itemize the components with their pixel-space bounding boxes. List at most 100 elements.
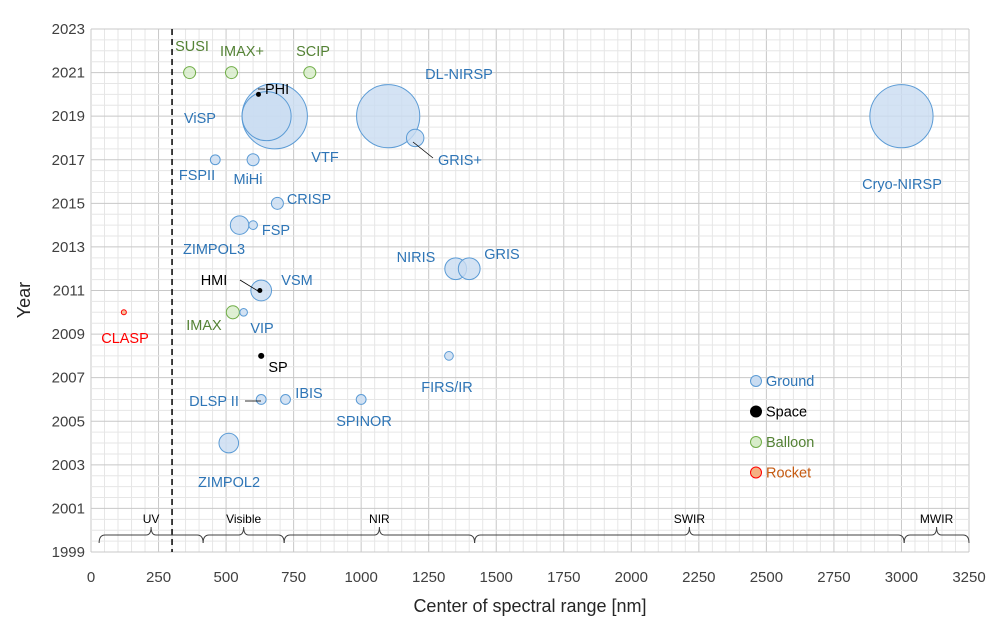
bubble-fsp	[248, 220, 258, 230]
band-bracket-visible	[202, 526, 285, 544]
legend: Ground Space Balloon Rocket	[750, 374, 814, 482]
y-tick-label: 2015	[52, 195, 85, 212]
band-bracket-swir	[474, 526, 905, 544]
y-axis-title: Year	[14, 282, 34, 318]
legend-label-space: Space	[766, 405, 807, 421]
label-phi: PHI	[265, 82, 289, 98]
x-tick-label: 0	[87, 569, 95, 586]
bubble-gris	[405, 128, 425, 148]
label-zimpol3: ZIMPOL3	[183, 242, 245, 258]
x-tick-label: 250	[146, 569, 171, 586]
band-bracket-uv	[98, 526, 204, 544]
label-vsm: VSM	[281, 273, 312, 289]
label-imax: IMAX	[186, 318, 222, 334]
label-crisp: CRISP	[287, 192, 331, 208]
leader-line-gris	[412, 141, 434, 159]
y-tick-label: 2017	[52, 152, 85, 169]
label-firs-ir: FIRS/IR	[421, 380, 473, 396]
legend-marker-space	[750, 405, 762, 418]
y-tick-label: 2007	[52, 370, 85, 387]
bubble-crisp	[270, 196, 284, 210]
x-tick-label: 3000	[885, 569, 918, 586]
leader-line-hmi	[239, 279, 259, 292]
x-tick-label: 2250	[682, 569, 715, 586]
y-tick-label: 2023	[52, 21, 85, 38]
bubble-hmi	[257, 288, 263, 293]
x-tick-label: 1250	[412, 569, 445, 586]
y-tick-label: 2013	[52, 239, 85, 256]
label-gris: GRIS+	[438, 153, 482, 169]
band-label-mwir: MWIR	[920, 512, 954, 526]
bubble-vtf	[241, 91, 292, 142]
bubble-susi	[183, 66, 197, 80]
x-tick-label: 2000	[615, 569, 648, 586]
y-tick-label: 2011	[53, 283, 85, 300]
label-ibis: IBIS	[295, 386, 322, 402]
label-clasp: CLASP	[101, 331, 149, 347]
x-tick-label: 750	[281, 569, 306, 586]
label-fsp: FSP	[262, 223, 290, 239]
x-tick-label: 1500	[480, 569, 513, 586]
x-axis-tick-labels: 0 250 500 750 1000 1250 1500 1750 2000 2250 2500 27…	[87, 569, 986, 586]
x-tick-label: 1750	[547, 569, 580, 586]
bubble-phi	[255, 91, 261, 97]
instrument-labels: ViSP VTF DL-NIRSP Cryo-NIRSP GRIS+ PHI SUSI IMA…	[101, 39, 942, 491]
band-label-uv: UV	[143, 512, 160, 526]
y-tick-label: 2009	[52, 326, 85, 343]
band-bracket-nir	[283, 526, 476, 544]
gridlines	[90, 28, 970, 553]
label-dl-nirsp: DL-NIRSP	[425, 67, 493, 83]
legend-marker-balloon	[750, 436, 762, 448]
bubble-scip	[303, 66, 317, 80]
x-tick-label: 500	[214, 569, 239, 586]
label-visp: ViSP	[184, 111, 216, 127]
x-tick-label: 3250	[952, 569, 985, 586]
bubble-gris	[457, 257, 481, 281]
x-tick-label: 2750	[817, 569, 850, 586]
x-axis-title: Center of spectral range [nm]	[413, 596, 646, 616]
bubble-mihi	[246, 153, 260, 167]
label-hmi: HMI	[201, 273, 228, 289]
y-tick-label: 2021	[52, 65, 85, 82]
label-vtf: VTF	[311, 150, 339, 166]
band-label-nir: NIR	[369, 512, 390, 526]
bubble-dlsp-ii	[255, 394, 267, 405]
bubble-imax	[224, 66, 238, 80]
label-dlsp-ii: DLSP II	[189, 394, 239, 410]
label-spinor: SPINOR	[336, 414, 392, 430]
y-tick-label: 2003	[52, 457, 85, 474]
band-bracket-mwir	[903, 526, 970, 544]
bubble-ibis	[280, 394, 291, 405]
instrument-bubbles	[120, 66, 934, 454]
label-scip: SCIP	[296, 44, 330, 60]
label-cryo-nirsp: Cryo-NIRSP	[862, 177, 942, 193]
x-tick-label: 1000	[344, 569, 377, 586]
band-label-swir: SWIR	[674, 512, 706, 526]
band-label-visible: Visible	[226, 512, 261, 526]
label-zimpol2: ZIMPOL2	[198, 475, 260, 491]
y-tick-label: 2001	[52, 500, 85, 517]
legend-label-rocket: Rocket	[766, 466, 811, 482]
label-gris: GRIS	[484, 247, 519, 263]
label-susi: SUSI	[175, 39, 209, 55]
y-tick-label: 1999	[52, 544, 85, 561]
bubble-firs-ir	[444, 351, 454, 361]
x-tick-label: 2500	[750, 569, 783, 586]
bubble-fspii	[209, 154, 221, 166]
spectral-band-brackets: UV Visible NIR SWIR MWIR	[98, 512, 970, 544]
label-vip: VIP	[250, 321, 273, 337]
bubble-sp	[258, 352, 265, 359]
legend-marker-ground	[750, 375, 762, 387]
y-axis-tick-labels: 1999 2001 2003 2005 2007 2009 2011 2013 2015 2017…	[52, 21, 85, 561]
y-tick-label: 2019	[52, 108, 85, 125]
bubble-cryo-nirsp	[869, 84, 934, 149]
bubble-vip	[239, 307, 248, 317]
legend-label-ground: Ground	[766, 374, 814, 390]
bubble-clasp	[120, 309, 127, 316]
bubble-imax	[225, 305, 240, 320]
label-fspii: FSPII	[179, 168, 215, 184]
legend-marker-rocket	[750, 466, 762, 479]
label-mihi: MiHi	[234, 172, 263, 188]
bubble-zimpol3	[229, 215, 250, 235]
